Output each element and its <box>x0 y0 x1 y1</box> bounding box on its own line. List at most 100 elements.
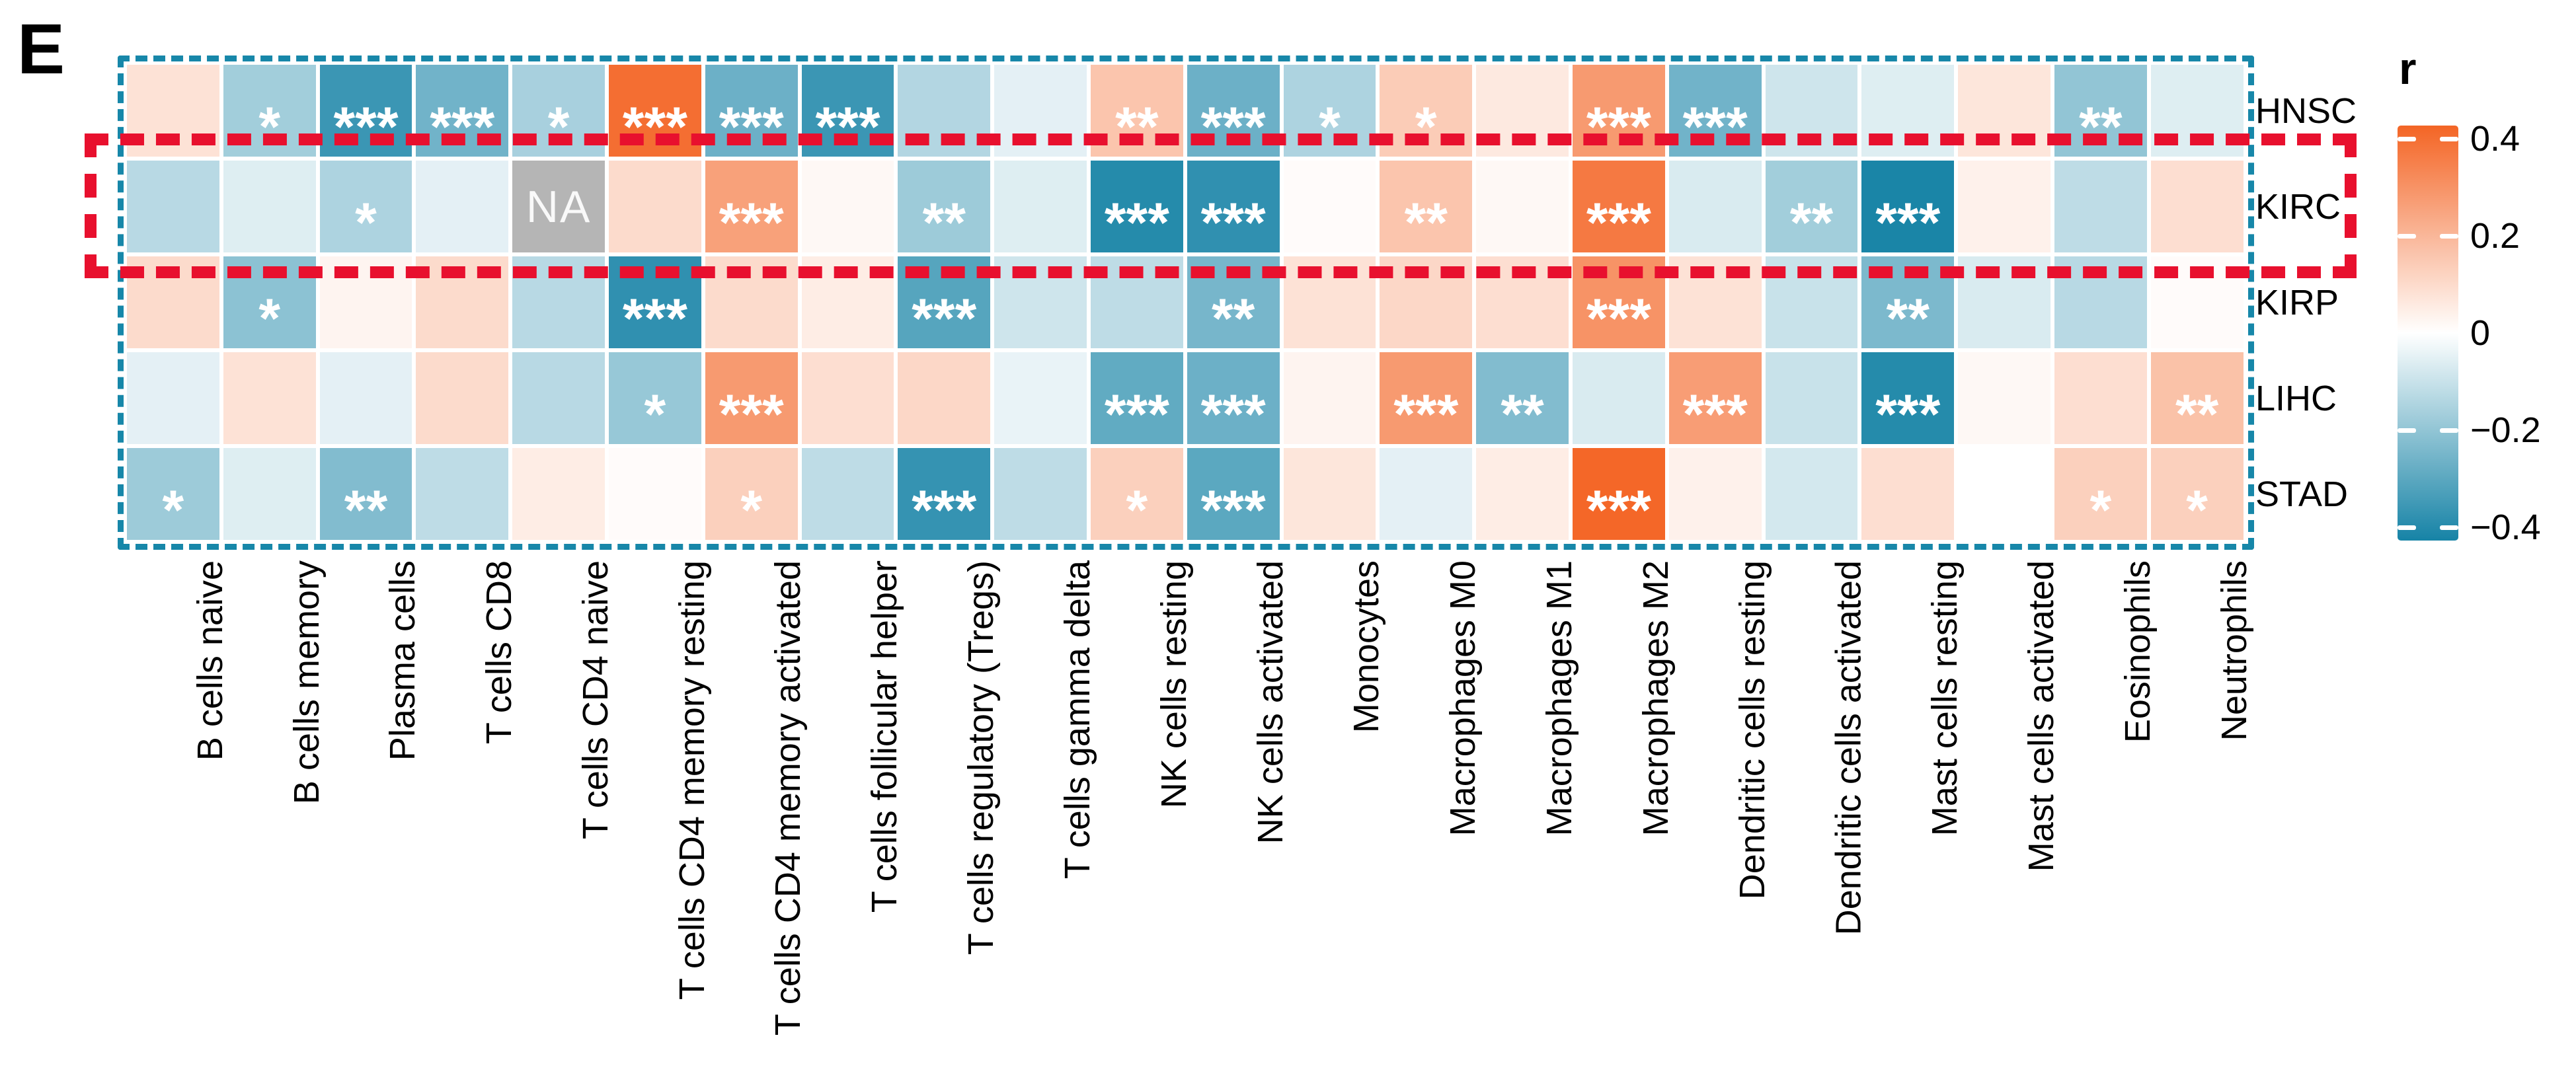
heatmap-cell <box>1476 256 1569 348</box>
heatmap-cell <box>608 161 701 252</box>
significance-stars: *** <box>719 95 784 158</box>
column-label: T cells follicular helper <box>865 560 905 913</box>
heatmap-cell <box>1476 448 1569 540</box>
significance-stars: *** <box>1393 383 1459 445</box>
significance-stars: *** <box>1586 95 1651 158</box>
significance-stars: *** <box>1104 383 1169 445</box>
heatmap-cell <box>512 448 605 540</box>
legend-tick-label: 0.2 <box>2470 216 2520 256</box>
heatmap-cell: ** <box>319 448 412 541</box>
heatmap-cell: *** <box>1572 161 1665 252</box>
heatmap-cell: ** <box>1765 161 1858 252</box>
legend-tick-mark <box>2440 525 2458 530</box>
significance-stars: *** <box>1875 191 1941 254</box>
significance-stars: * <box>1126 478 1148 541</box>
heatmap-cell <box>994 352 1087 444</box>
heatmap-cell: * <box>705 448 798 540</box>
heatmap-grid: * *** *** * *** *** *** ** *** * * *** *** ** * NA *** **… <box>127 65 2244 540</box>
heatmap-cell <box>1090 256 1183 348</box>
significance-stars: ** <box>1886 287 1930 350</box>
heatmap-cell: * <box>319 161 412 252</box>
legend-tick-mark <box>2440 233 2458 239</box>
heatmap-cell: NA <box>512 161 605 252</box>
heatmap-cell <box>1765 352 1858 444</box>
heatmap-cell <box>1283 256 1376 348</box>
heatmap-cell <box>1958 256 2050 348</box>
heatmap-cell <box>1668 256 1762 348</box>
heatmap-cell <box>898 352 991 444</box>
heatmap-cell: *** <box>1090 161 1183 252</box>
significance-stars: *** <box>1200 478 1266 541</box>
heatmap-cell: * <box>608 352 701 445</box>
heatmap-cell: *** <box>1668 352 1762 444</box>
heatmap-cell: *** <box>416 65 509 158</box>
heatmap-cell: * <box>1380 65 1473 158</box>
significance-stars: *** <box>719 191 784 254</box>
column-label: Dendritic cells resting <box>1732 560 1772 900</box>
heatmap-cell <box>608 448 701 540</box>
heatmap-cell <box>512 256 605 348</box>
heatmap-cell <box>416 352 509 444</box>
significance-stars: ** <box>344 478 388 541</box>
significance-stars: ** <box>1501 383 1544 445</box>
heatmap-cell <box>127 65 219 157</box>
heatmap-cell: ** <box>2150 352 2244 444</box>
column-label: T cells CD8 <box>479 560 520 745</box>
significance-stars: *** <box>622 287 687 350</box>
legend-tick-label: −0.4 <box>2470 508 2541 547</box>
legend-tick-mark <box>2398 233 2416 239</box>
significance-stars: * <box>258 95 281 158</box>
na-label: NA <box>526 181 592 232</box>
column-label: B cells naive <box>190 560 230 761</box>
heatmap-cell: ** <box>1187 256 1280 348</box>
heatmap-cell: ** <box>1476 352 1569 444</box>
legend-tick-mark <box>2440 136 2458 141</box>
row-label: KIRP <box>2255 282 2339 322</box>
heatmap-cell: *** <box>1187 65 1280 157</box>
heatmap-cell <box>1861 65 1955 157</box>
significance-stars: *** <box>430 95 495 158</box>
row-label: HNSC <box>2255 91 2357 131</box>
heatmap-cell: *** <box>1380 352 1473 445</box>
legend-tick-label: −0.2 <box>2470 410 2541 450</box>
heatmap-cell <box>2054 352 2147 444</box>
legend-tick-mark <box>2398 525 2416 530</box>
row-label: STAD <box>2255 474 2349 514</box>
heatmap-cell <box>416 256 509 348</box>
significance-stars: ** <box>922 191 966 254</box>
heatmap-cell <box>1380 256 1473 348</box>
heatmap-cell <box>127 161 219 252</box>
significance-stars: *** <box>333 95 399 158</box>
heatmap-cell: *** <box>801 65 894 157</box>
heatmap-cell: ** <box>1380 161 1473 252</box>
heatmap-cell: * <box>512 65 605 157</box>
legend-tick-mark <box>2398 428 2416 433</box>
heatmap-cell <box>2054 256 2147 348</box>
significance-stars: * <box>644 383 666 445</box>
heatmap-cell: * <box>1283 65 1376 157</box>
heatmap-cell: *** <box>705 352 798 444</box>
heatmap-cell <box>1283 161 1376 252</box>
heatmap-cell: *** <box>1572 448 1665 540</box>
legend-title: r <box>2399 44 2417 94</box>
heatmap-cell <box>1668 448 1762 540</box>
heatmap-cell: * <box>127 448 219 540</box>
column-label: Macrophages M1 <box>1540 560 1580 837</box>
column-label: Macrophages M2 <box>1635 560 1676 837</box>
heatmap-cell: * <box>223 65 316 157</box>
significance-stars: * <box>740 478 763 541</box>
heatmap-cell <box>2150 161 2244 252</box>
column-label: Macrophages M0 <box>1443 560 1483 837</box>
row-label: LIHC <box>2255 378 2337 418</box>
heatmap-cell <box>1668 161 1762 252</box>
heatmap-cell <box>801 352 894 444</box>
row-label: KIRC <box>2255 186 2341 227</box>
column-label: T cells CD4 memory resting <box>672 560 712 1000</box>
heatmap-cell <box>416 448 509 540</box>
significance-stars: * <box>1415 95 1437 158</box>
heatmap-cell <box>801 448 894 540</box>
heatmap-cell: *** <box>319 65 412 158</box>
heatmap-cell <box>223 448 316 540</box>
heatmap-cell: *** <box>1187 448 1280 540</box>
